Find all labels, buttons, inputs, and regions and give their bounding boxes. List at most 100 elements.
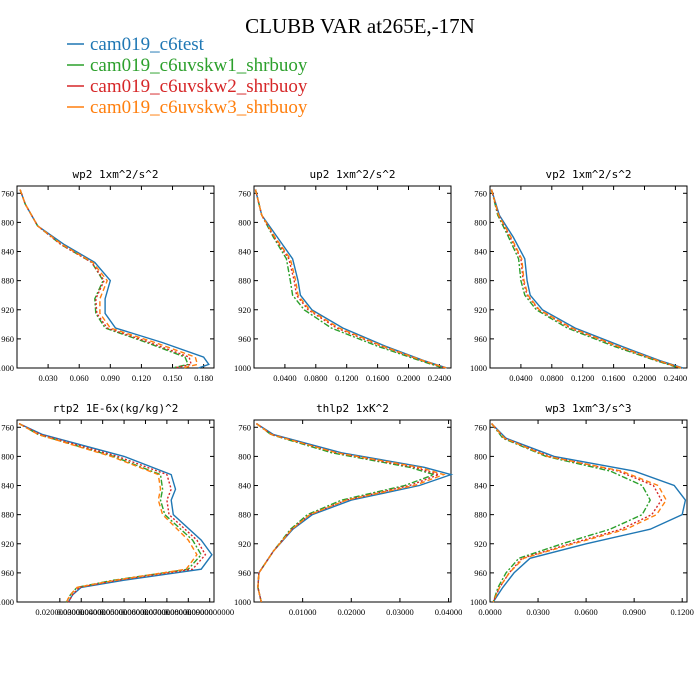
- series-line: [18, 422, 207, 603]
- series-line: [254, 189, 447, 369]
- x-tick-label: 0.0400000000: [78, 607, 127, 617]
- y-tick-label: 960: [474, 334, 487, 344]
- y-tick-label: 800: [474, 217, 487, 227]
- y-tick-label: 920: [474, 305, 487, 315]
- series-line: [491, 423, 651, 603]
- x-tick-label: 0.0400: [509, 373, 532, 383]
- series-line: [255, 423, 446, 603]
- panels: wp2 1xm^2/s^2 760 800 840 880 920 960 1000 0.030…: [0, 168, 694, 617]
- series-line: [18, 422, 203, 603]
- legend-label: cam019_c6uvskw1_shrbuoy: [90, 55, 308, 76]
- panel-title: up2 1xm^2/s^2: [309, 168, 395, 181]
- plot-frame: [253, 419, 452, 603]
- series-line: [19, 189, 199, 369]
- x-tick-label: 0.0400: [273, 373, 296, 383]
- y-tick-label: 1000: [470, 597, 487, 607]
- y-tick-label: 760: [474, 422, 487, 432]
- x-tick-label: 0.0900: [622, 607, 645, 617]
- x-tick-label: 0.030: [39, 373, 58, 383]
- series-line: [18, 422, 213, 603]
- plot-frame: [16, 419, 215, 603]
- x-tick-label: 0.0600: [574, 607, 597, 617]
- series-line: [254, 189, 448, 369]
- x-tick-label: 0.0800: [540, 373, 563, 383]
- panel-title: wp3 1xm^3/s^3: [545, 402, 631, 415]
- x-tick-label: 0.03000: [386, 607, 414, 617]
- legend-label: cam019_c6uvskw3_shrbuoy: [90, 97, 308, 118]
- y-tick-label: 840: [238, 481, 251, 491]
- x-tick-label: 0.120: [132, 373, 151, 383]
- x-tick-label: 0.01000: [289, 607, 317, 617]
- series-line: [490, 189, 682, 369]
- panel-title: rtp2 1E-6x(kg/kg)^2: [53, 402, 179, 415]
- y-tick-label: 800: [1, 451, 14, 461]
- series-line: [255, 423, 437, 603]
- x-tick-label: 0.2400: [428, 373, 451, 383]
- x-tick-label: 0.0800: [304, 373, 327, 383]
- series-line: [19, 189, 210, 369]
- panel: rtp2 1E-6x(kg/kg)^2 760 800 840 880 920 960 100…: [0, 402, 234, 617]
- plot-frame: [16, 185, 215, 369]
- y-tick-label: 760: [1, 188, 14, 198]
- y-tick-label: 840: [1, 247, 14, 257]
- x-tick-label: 0.150: [163, 373, 182, 383]
- y-tick-label: 920: [474, 539, 487, 549]
- x-tick-label: 0.1200: [335, 373, 358, 383]
- panel-title: wp2 1xm^2/s^2: [72, 168, 158, 181]
- y-tick-label: 1000: [234, 363, 251, 373]
- x-tick-label: 0.2000: [397, 373, 420, 383]
- x-tick-label: 0.180: [194, 373, 213, 383]
- x-tick-label: 0.02000: [337, 607, 365, 617]
- y-tick-label: 1000: [0, 363, 14, 373]
- x-tick-label: 0.060: [70, 373, 89, 383]
- y-tick-label: 880: [238, 510, 251, 520]
- x-tick-label: 0.0500000000: [100, 607, 149, 617]
- x-tick-label: 0.0700000000: [142, 607, 191, 617]
- y-tick-label: 880: [1, 510, 14, 520]
- y-tick-label: 880: [474, 510, 487, 520]
- panel: up2 1xm^2/s^2 760 800 840 880 920 960 1000 0.040…: [234, 168, 452, 383]
- y-tick-label: 920: [238, 539, 251, 549]
- y-tick-label: 920: [1, 305, 14, 315]
- y-tick-label: 920: [1, 539, 14, 549]
- y-tick-label: 800: [474, 451, 487, 461]
- y-tick-label: 880: [238, 276, 251, 286]
- y-tick-label: 840: [1, 481, 14, 491]
- x-tick-label: 0.2000: [633, 373, 656, 383]
- y-tick-label: 880: [1, 276, 14, 286]
- series-line: [255, 423, 441, 603]
- x-tick-label: 0.0800000000: [164, 607, 213, 617]
- plot-frame: [489, 419, 688, 603]
- x-tick-label: 0.090: [101, 373, 120, 383]
- x-tick-label: 0.1600: [602, 373, 625, 383]
- panel-title: vp2 1xm^2/s^2: [545, 168, 631, 181]
- y-tick-label: 840: [238, 247, 251, 257]
- y-tick-label: 1000: [470, 363, 487, 373]
- figure-title: CLUBB VAR at265E,-17N: [245, 14, 475, 38]
- y-tick-label: 960: [238, 568, 251, 578]
- x-tick-label: 0.1600: [366, 373, 389, 383]
- x-tick-label: 0.0300: [526, 607, 549, 617]
- series-line: [491, 423, 663, 603]
- panel: wp2 1xm^2/s^2 760 800 840 880 920 960 1000 0.030…: [0, 168, 215, 383]
- series-line: [254, 189, 446, 369]
- x-tick-label: 0.2400: [664, 373, 687, 383]
- legend-label: cam019_c6uvskw2_shrbuoy: [90, 76, 308, 97]
- series-line: [254, 189, 444, 369]
- series-line: [19, 189, 190, 369]
- x-tick-label: 0.0200000000: [35, 607, 84, 617]
- y-tick-label: 800: [238, 217, 251, 227]
- series-line: [491, 423, 687, 603]
- legend: cam019_c6testcam019_c6uvskw1_shrbuoycam0…: [67, 34, 308, 118]
- x-tick-label: 0.0900000000: [185, 607, 234, 617]
- y-tick-label: 1000: [234, 597, 251, 607]
- x-tick-label: 0.0300000000: [57, 607, 106, 617]
- x-tick-label: 0.0000: [478, 607, 501, 617]
- legend-entry: cam019_c6uvskw3_shrbuoy: [67, 97, 308, 118]
- legend-entry: cam019_c6uvskw1_shrbuoy: [67, 55, 308, 76]
- legend-entry: cam019_c6uvskw2_shrbuoy: [67, 76, 308, 97]
- y-tick-label: 760: [238, 422, 251, 432]
- y-tick-label: 800: [238, 451, 251, 461]
- panel: wp3 1xm^3/s^3 760 800 840 880 920 960 10000.000…: [470, 402, 694, 617]
